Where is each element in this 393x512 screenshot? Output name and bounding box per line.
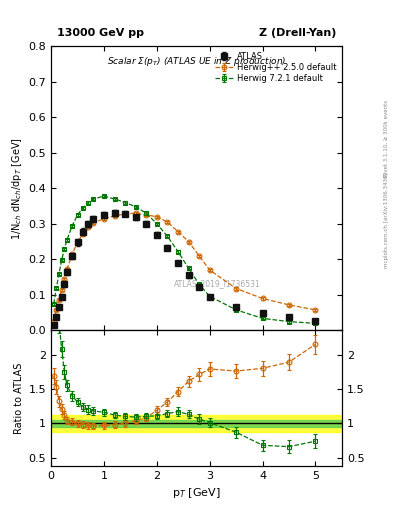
Bar xyxy=(51,419,342,427)
Legend: ATLAS, Herwig++ 2.5.0 default, Herwig 7.2.1 default: ATLAS, Herwig++ 2.5.0 default, Herwig 7.… xyxy=(213,50,338,85)
Bar xyxy=(51,415,342,432)
Text: Scalar Σ(p$_T$) (ATLAS UE in Z production): Scalar Σ(p$_T$) (ATLAS UE in Z productio… xyxy=(107,55,286,68)
Text: 13000 GeV pp: 13000 GeV pp xyxy=(57,28,144,37)
Text: ATLAS_2019_I1736531: ATLAS_2019_I1736531 xyxy=(173,279,260,288)
Text: Rivet 3.1.10, ≥ 300k events: Rivet 3.1.10, ≥ 300k events xyxy=(384,100,389,177)
X-axis label: p$_T$ [GeV]: p$_T$ [GeV] xyxy=(172,486,221,500)
Y-axis label: 1/N$_{ch}$ dN$_{ch}$/dp$_T$ [GeV]: 1/N$_{ch}$ dN$_{ch}$/dp$_T$ [GeV] xyxy=(10,137,24,240)
Y-axis label: Ratio to ATLAS: Ratio to ATLAS xyxy=(15,362,24,434)
Text: Z (Drell-Yan): Z (Drell-Yan) xyxy=(259,28,336,37)
Text: mcplots.cern.ch [arXiv:1306.3436]: mcplots.cern.ch [arXiv:1306.3436] xyxy=(384,173,389,268)
